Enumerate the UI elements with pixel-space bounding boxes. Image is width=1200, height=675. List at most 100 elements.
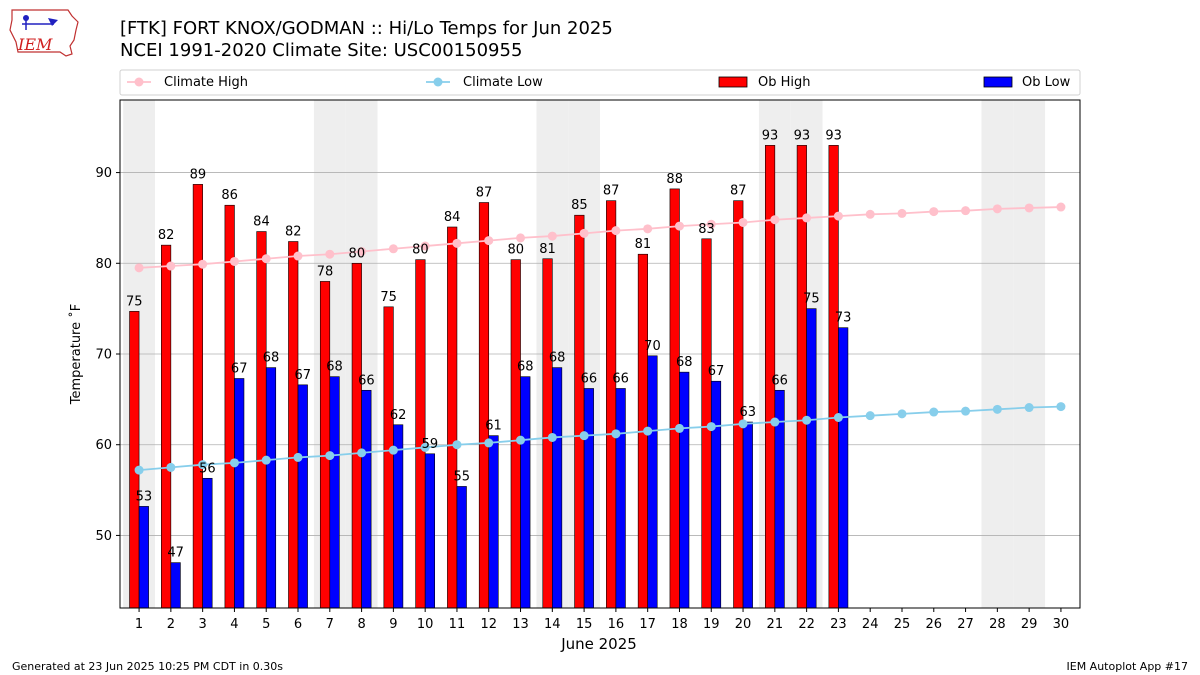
- ob-low-bar: [679, 371, 690, 609]
- climate-high-point: [992, 204, 1002, 214]
- ob-low-label: 75: [803, 292, 820, 307]
- climate-low-point: [992, 404, 1002, 414]
- ob-low-label: 66: [358, 373, 375, 388]
- climate-high-line: [139, 206, 1061, 269]
- climate-high-point: [516, 233, 526, 243]
- ob-low-bar: [424, 453, 436, 609]
- climate-low-point: [547, 432, 557, 442]
- ob-high-bar: [192, 184, 203, 609]
- ob-low-bar: [329, 376, 340, 609]
- climate-high-point: [484, 236, 494, 246]
- legend: Climate High Climate Low Ob High Ob Low: [119, 69, 1081, 96]
- climate-low-point: [198, 460, 208, 470]
- climate-high-point: [865, 209, 875, 219]
- climate-high-point: [357, 246, 367, 256]
- x-tick-label: 11: [449, 617, 466, 632]
- ob-low-bar: [806, 308, 817, 609]
- climate-high-point: [579, 228, 589, 238]
- ob-high-label: 84: [253, 215, 270, 230]
- climate-low-point: [293, 452, 303, 462]
- x-tick-label: 10: [417, 617, 434, 632]
- climate-low-point: [897, 409, 907, 419]
- x-tick-label: 20: [735, 617, 752, 632]
- climate-high-point: [674, 221, 684, 231]
- climate-high-point: [706, 219, 716, 229]
- x-tick-label: 27: [957, 617, 974, 632]
- ob-high-label: 81: [539, 242, 556, 257]
- ob-high-bar: [288, 241, 299, 609]
- ob-high-bar: [415, 259, 426, 609]
- x-tick-label: 15: [576, 617, 593, 632]
- x-axis-label: June 2025: [560, 635, 637, 653]
- generated-timestamp: Generated at 23 Jun 2025 10:25 PM CDT in…: [12, 660, 284, 673]
- ob-high-label: 88: [666, 172, 683, 187]
- y-tick-label: 60: [95, 438, 112, 453]
- ob-low-label: 67: [708, 364, 725, 379]
- ob-low-bar: [710, 380, 722, 609]
- ob-high-bar: [129, 311, 140, 609]
- climate-low-point: [452, 440, 462, 450]
- ob-low-label: 62: [390, 408, 407, 423]
- ob-low-label: 63: [740, 405, 757, 420]
- climate-high-point: [420, 241, 430, 251]
- climate-high-point: [325, 249, 335, 259]
- climate-high-point: [261, 254, 271, 264]
- climate-low-point: [738, 419, 748, 429]
- ob-low-bar: [838, 327, 849, 609]
- ob-low-label: 68: [517, 360, 534, 375]
- ob-low-label: 70: [644, 339, 661, 354]
- ob-high-label: 75: [380, 290, 397, 305]
- climate-high-point: [547, 231, 557, 241]
- legend-box: [119, 69, 1081, 96]
- y-tick-label: 90: [95, 166, 112, 181]
- climate-low-point: [961, 406, 971, 416]
- ob-high-label: 93: [762, 128, 779, 143]
- ob-low-bar: [488, 435, 499, 609]
- climate-low-point: [802, 415, 812, 425]
- ob-low-bar: [456, 486, 467, 609]
- x-tick-label: 14: [544, 617, 561, 632]
- legend-ob-high-swatch: [718, 76, 748, 88]
- x-tick-label: 30: [1053, 617, 1070, 632]
- x-tick-label: 12: [480, 617, 497, 632]
- climate-high-point: [833, 211, 843, 221]
- ob-low-bar: [265, 367, 277, 609]
- ob-high-bar: [574, 214, 585, 609]
- climate-high-point: [1056, 202, 1066, 212]
- ob-low-bar: [583, 388, 594, 609]
- ob-low-bar: [234, 378, 245, 609]
- x-tick-label: 4: [230, 617, 238, 632]
- x-tick-label: 23: [830, 617, 847, 632]
- ob-low-bar: [138, 506, 149, 609]
- ob-high-label: 86: [221, 188, 238, 203]
- ob-high-bar: [383, 306, 394, 609]
- x-tick-label: 26: [926, 617, 943, 632]
- y-tick-label: 50: [95, 529, 112, 544]
- ob-low-bar: [552, 367, 563, 609]
- ob-low-label: 61: [485, 419, 502, 434]
- ob-high-bar: [351, 262, 362, 609]
- ob-low-label: 59: [422, 437, 439, 452]
- chart-title: [FTK] FORT KNOX/GODMAN :: Hi/Lo Temps fo…: [120, 18, 613, 39]
- ob-high-bar: [478, 202, 490, 609]
- ob-high-label: 82: [285, 225, 302, 240]
- x-tick-label: 6: [294, 617, 302, 632]
- ob-low-label: 66: [612, 371, 629, 386]
- ob-high-label: 80: [412, 243, 429, 258]
- x-tick-label: 13: [512, 617, 529, 632]
- ob-low-label: 53: [136, 489, 153, 504]
- y-axis-label: Temperature ˚F: [68, 304, 84, 405]
- ob-high-label: 93: [825, 128, 842, 143]
- x-tick-label: 8: [357, 617, 365, 632]
- climate-low-point: [833, 413, 843, 422]
- ob-low-label: 66: [771, 373, 788, 388]
- legend-ob-low-label: Ob Low: [1022, 75, 1071, 90]
- ob-high-label: 89: [190, 167, 207, 182]
- ob-high-bar: [606, 200, 617, 609]
- ob-high-label: 75: [126, 294, 143, 309]
- ob-low-label: 56: [199, 461, 216, 476]
- climate-low-point: [1056, 402, 1066, 412]
- climate-high-point: [802, 213, 812, 223]
- ob-low-bar: [170, 562, 181, 609]
